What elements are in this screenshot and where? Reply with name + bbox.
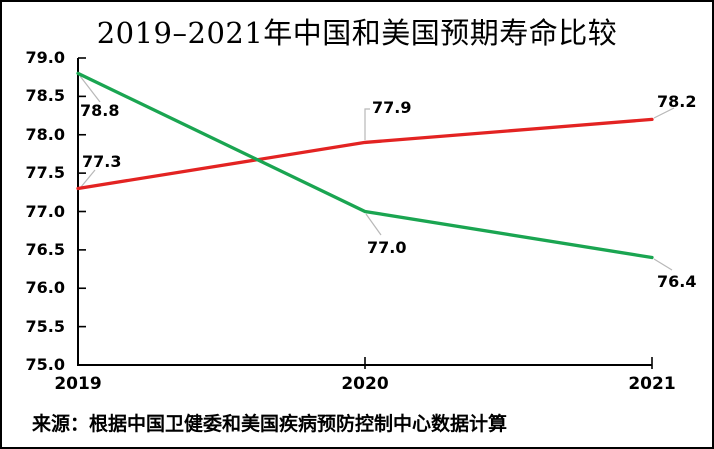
leader-line-red-line-2019 [80, 169, 96, 188]
leader-line-green-line-2021 [653, 258, 673, 271]
leader-line-red-line-2020 [364, 108, 370, 140]
leader-line-green-line-2019 [79, 75, 101, 103]
source-note: 来源：根据中国卫健委和美国疾病预防控制中心数据计算 [32, 413, 508, 435]
data-series-red-line [76, 117, 654, 191]
leader-line-green-line-2020 [365, 213, 382, 236]
leader-line-red-line-2021 [653, 107, 675, 119]
chart-title: 2019–2021年中国和美国预期寿命比较 [96, 16, 618, 50]
data-series-green-line [76, 71, 654, 260]
